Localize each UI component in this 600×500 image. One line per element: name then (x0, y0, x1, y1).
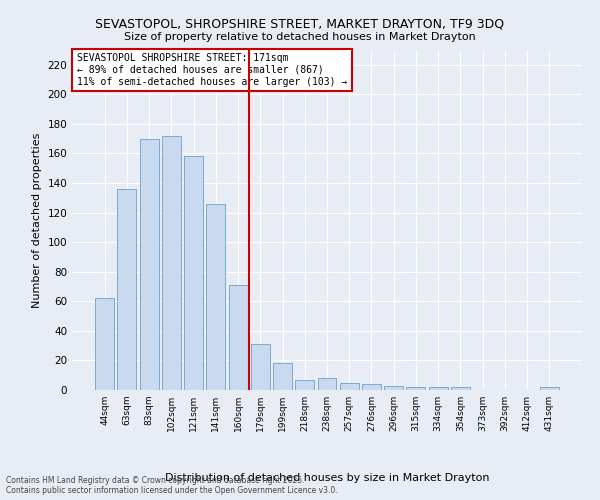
Bar (273, 364, 292, 390)
Bar (429, 387, 448, 390)
Bar (340, 382, 359, 390)
Bar (295, 380, 314, 390)
Text: SEVASTOPOL SHROPSHIRE STREET: 171sqm
← 89% of detached houses are smaller (867)
: SEVASTOPOL SHROPSHIRE STREET: 171sqm ← 8… (77, 54, 347, 86)
Text: SEVASTOPOL, SHROPSHIRE STREET, MARKET DRAYTON, TF9 3DQ: SEVASTOPOL, SHROPSHIRE STREET, MARKET DR… (95, 18, 505, 30)
Text: Size of property relative to detached houses in Market Drayton: Size of property relative to detached ho… (124, 32, 476, 42)
Bar (406, 387, 425, 390)
Bar (362, 384, 381, 390)
Bar (162, 136, 181, 390)
Bar (229, 285, 248, 390)
Bar (251, 344, 270, 390)
Y-axis label: Number of detached properties: Number of detached properties (32, 132, 42, 308)
Bar (317, 378, 337, 390)
Bar (184, 156, 203, 390)
Text: Contains HM Land Registry data © Crown copyright and database right 2025.
Contai: Contains HM Land Registry data © Crown c… (6, 476, 338, 495)
Bar (451, 387, 470, 390)
Bar (206, 204, 225, 390)
Bar (540, 387, 559, 390)
Bar (384, 386, 403, 390)
Bar (95, 298, 114, 390)
Bar (140, 138, 158, 390)
Bar (118, 189, 136, 390)
X-axis label: Distribution of detached houses by size in Market Drayton: Distribution of detached houses by size … (165, 473, 489, 483)
